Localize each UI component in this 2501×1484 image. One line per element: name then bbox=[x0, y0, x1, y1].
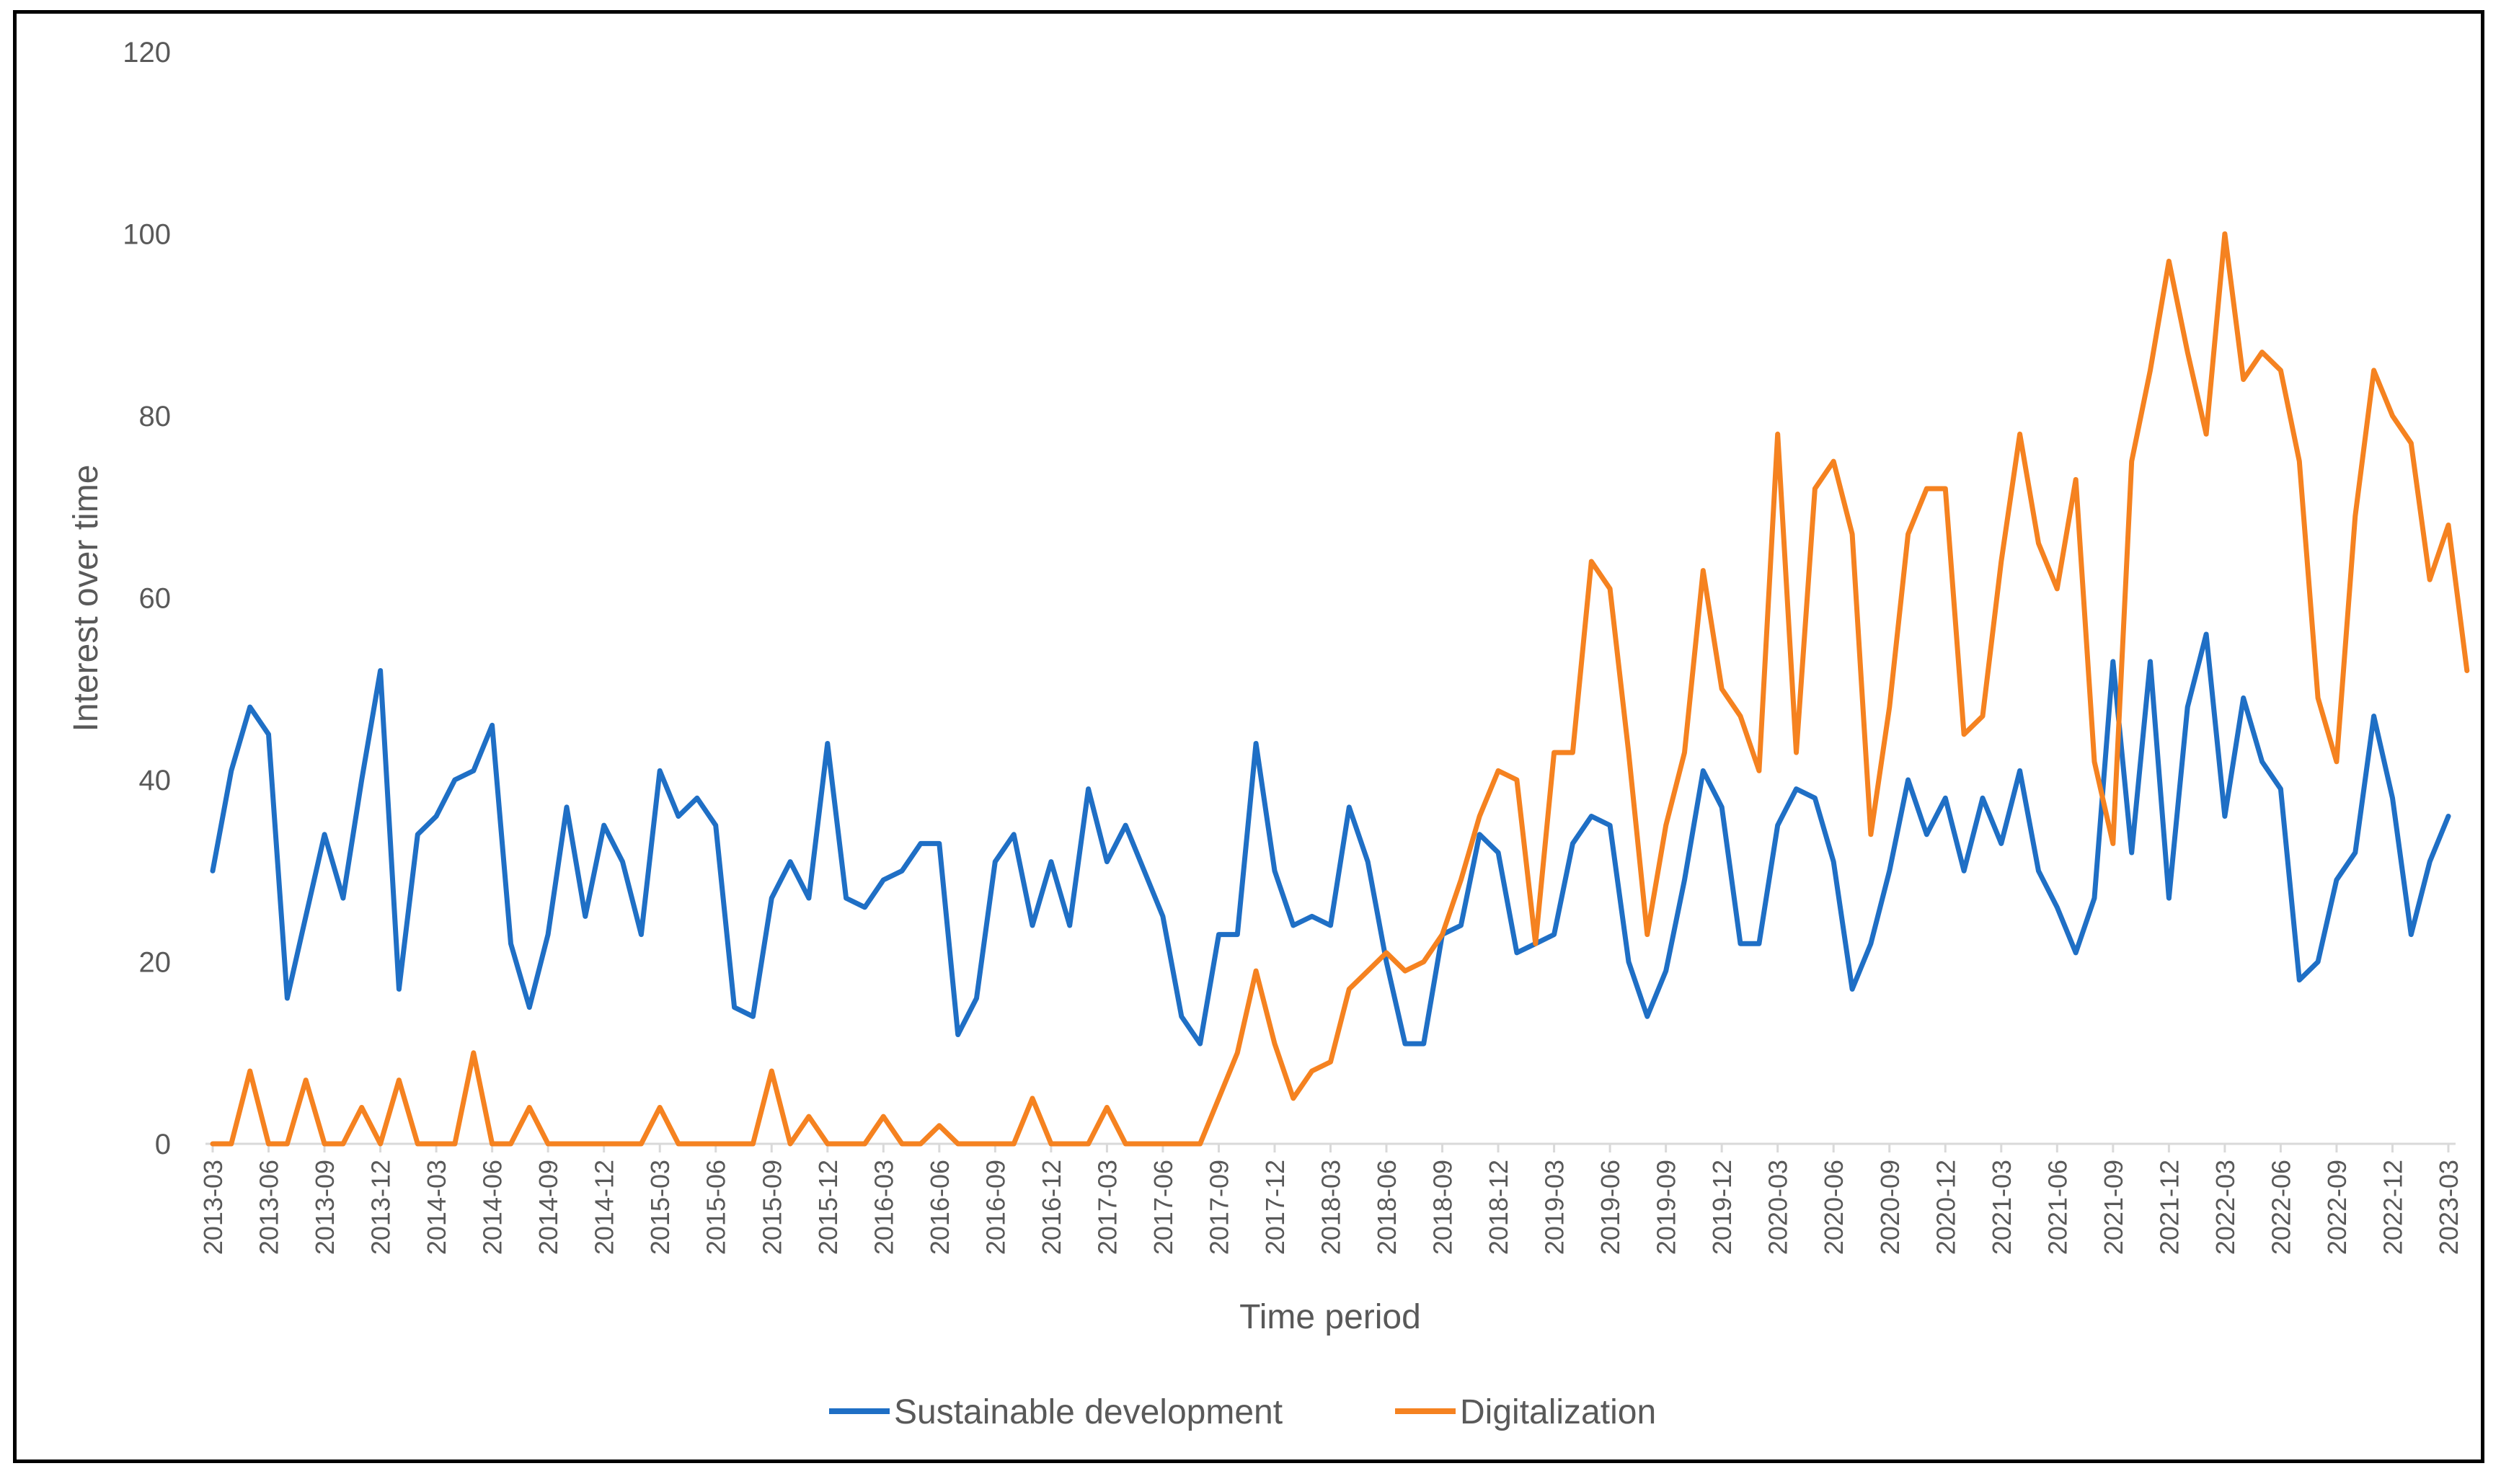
y-tick-label: 40 bbox=[139, 765, 172, 796]
x-tick-label: 2015-03 bbox=[645, 1160, 675, 1255]
x-tick-label: 2013-03 bbox=[198, 1160, 228, 1255]
series-line-digitalization bbox=[210, 231, 2470, 1147]
x-tick-label: 2017-03 bbox=[1092, 1160, 1122, 1255]
legend-label-digitalization: Digitalization bbox=[1460, 1393, 1656, 1431]
x-tick-label: 2019-09 bbox=[1652, 1160, 1681, 1255]
x-tick-label: 2021-09 bbox=[2099, 1160, 2128, 1255]
x-tick-label: 2016-12 bbox=[1037, 1160, 1066, 1255]
y-tick-label: 80 bbox=[139, 401, 172, 432]
x-tick-label: 2016-09 bbox=[981, 1160, 1010, 1255]
x-tick-label: 2020-03 bbox=[1763, 1160, 1793, 1255]
x-tick-label: 2013-09 bbox=[310, 1160, 340, 1255]
x-tick-label: 2020-06 bbox=[1819, 1160, 1849, 1255]
x-axis-title: Time period bbox=[1239, 1298, 1421, 1336]
x-tick-label: 2021-12 bbox=[2154, 1160, 2184, 1255]
y-tick-label: 60 bbox=[139, 583, 172, 615]
x-tick-label: 2015-12 bbox=[813, 1160, 843, 1255]
y-axis-ticks: 0 20 40 60 80 100 120 bbox=[123, 37, 171, 1160]
x-tick-label: 2014-06 bbox=[478, 1160, 508, 1255]
y-tick-label: 100 bbox=[123, 219, 171, 251]
x-tick-label: 2020-12 bbox=[1931, 1160, 1960, 1255]
x-tick-label: 2017-06 bbox=[1148, 1160, 1178, 1255]
x-tick-label: 2014-09 bbox=[534, 1160, 563, 1255]
y-axis-title: Interest over time bbox=[67, 465, 105, 732]
x-tick-label: 2021-06 bbox=[2042, 1160, 2072, 1255]
x-tick-label: 2018-06 bbox=[1372, 1160, 1402, 1255]
x-tick-label: 2013-06 bbox=[254, 1160, 284, 1255]
x-tick-label: 2021-03 bbox=[1987, 1160, 2017, 1255]
x-tick-label: 2019-03 bbox=[1540, 1160, 1570, 1255]
x-tick-label: 2013-12 bbox=[366, 1160, 396, 1255]
x-tick-label: 2023-03 bbox=[2434, 1160, 2464, 1255]
series-lines bbox=[210, 231, 2470, 1147]
y-tick-label: 0 bbox=[155, 1129, 171, 1160]
x-tick-label: 2020-09 bbox=[1875, 1160, 1905, 1255]
x-tick-label: 2022-03 bbox=[2210, 1160, 2240, 1255]
chart-frame bbox=[13, 10, 2484, 1463]
x-tick-label: 2015-09 bbox=[757, 1160, 787, 1255]
x-tick-label: 2022-06 bbox=[2266, 1160, 2296, 1255]
x-tick-label: 2017-09 bbox=[1204, 1160, 1234, 1255]
series-line-sustainable-development bbox=[210, 631, 2451, 1047]
x-tick-label: 2018-03 bbox=[1316, 1160, 1346, 1255]
legend: Sustainable development Digitalization bbox=[829, 1393, 1656, 1431]
y-tick-label: 20 bbox=[139, 947, 172, 979]
x-tick-label: 2019-12 bbox=[1707, 1160, 1737, 1255]
x-tick-label: 2014-03 bbox=[422, 1160, 451, 1255]
x-tick-label: 2014-12 bbox=[590, 1160, 619, 1255]
x-tick-label: 2022-12 bbox=[2378, 1160, 2407, 1255]
x-tick-label: 2022-09 bbox=[2322, 1160, 2352, 1255]
x-tick-label: 2016-06 bbox=[925, 1160, 955, 1255]
x-tick-label: 2018-09 bbox=[1428, 1160, 1458, 1255]
x-axis-ticks: 2013-03 2013-06 2013-09 2013-12 2014-03 2014-… bbox=[198, 1144, 2464, 1255]
legend-label-sustainable-development: Sustainable development bbox=[894, 1393, 1283, 1431]
x-tick-label: 2016-03 bbox=[869, 1160, 898, 1255]
x-tick-label: 2018-12 bbox=[1484, 1160, 1513, 1255]
y-tick-label: 120 bbox=[123, 37, 171, 68]
x-tick-label: 2015-06 bbox=[701, 1160, 731, 1255]
x-tick-label: 2019-06 bbox=[1595, 1160, 1625, 1255]
x-tick-label: 2017-12 bbox=[1260, 1160, 1290, 1255]
